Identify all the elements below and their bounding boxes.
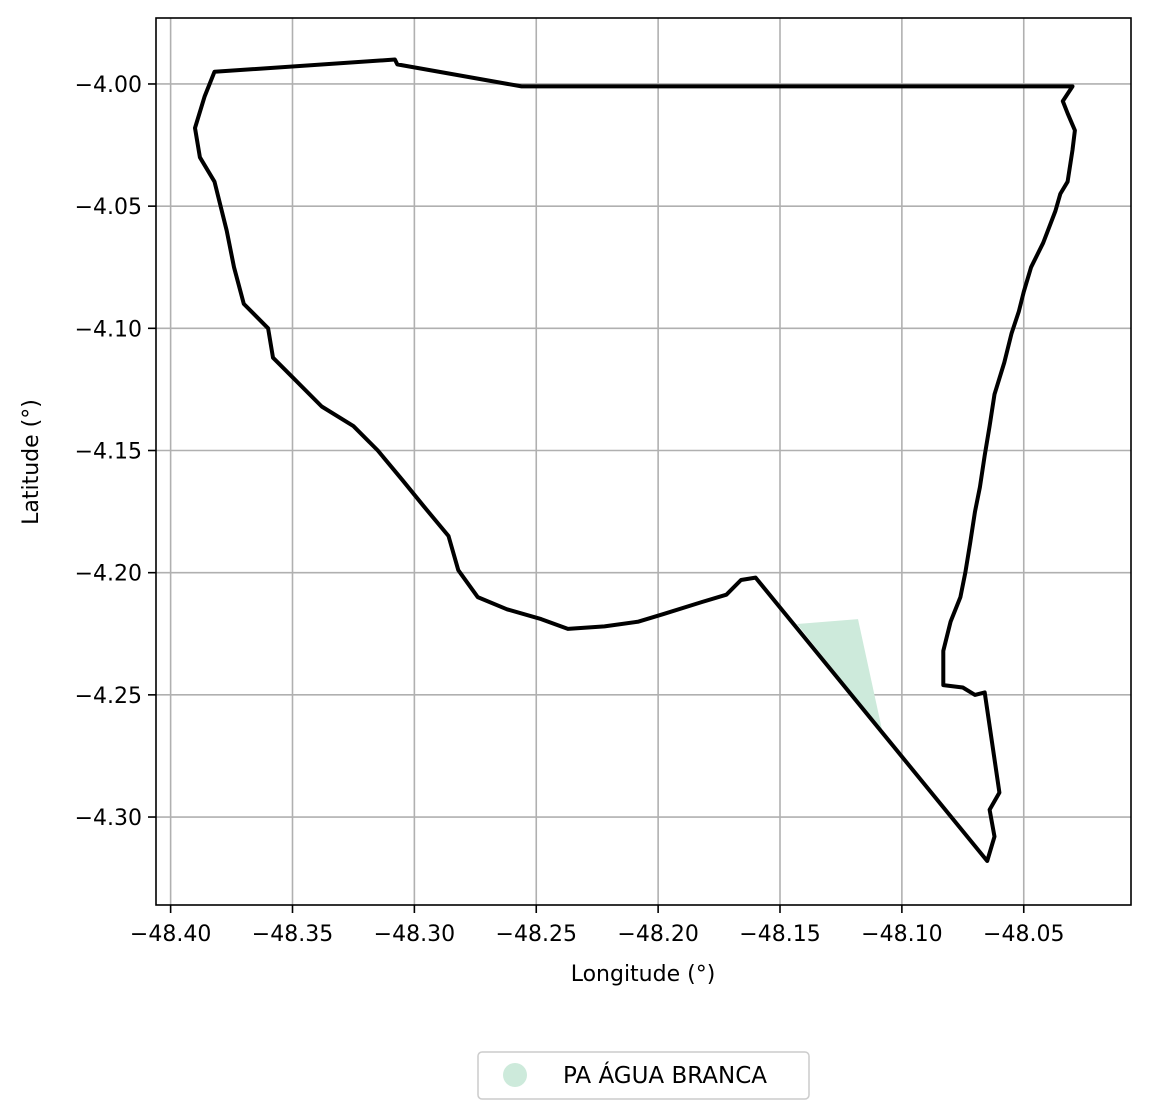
x-tick-label: −48.15	[739, 922, 820, 947]
x-tick-label: −48.40	[130, 922, 211, 947]
municipality-boundary	[193, 57, 1077, 863]
legend-marker-pa-agua-branca	[503, 1063, 527, 1087]
legend: PA ÁGUA BRANCA	[477, 1051, 810, 1100]
y-tick-label: −4.20	[75, 562, 142, 587]
y-tick-label: −4.00	[75, 73, 142, 98]
y-tick-label: −4.05	[75, 195, 142, 220]
x-tick-label: −48.35	[252, 922, 333, 947]
y-axis-label: Latitude (°)	[19, 399, 44, 525]
y-tick-label: −4.10	[75, 317, 142, 342]
y-tick-label: −4.30	[75, 806, 142, 831]
y-axis-ticks: −4.00 −4.05 −4.10 −4.15 −4.20 −4.25 −4.30	[75, 73, 156, 831]
y-tick-label: −4.15	[75, 440, 142, 465]
x-tick-label: −48.25	[496, 922, 577, 947]
legend-label-pa-agua-branca: PA ÁGUA BRANCA	[563, 1061, 767, 1089]
grid-lines	[156, 18, 1131, 905]
y-tick-label: −4.25	[75, 684, 142, 709]
x-axis-ticks: −48.40 −48.35 −48.30 −48.25 −48.20 −48.15 −48.…	[130, 905, 1064, 947]
legend-frame	[477, 1051, 810, 1100]
settlement-area-pa-agua-branca	[797, 619, 883, 732]
x-tick-label: −48.30	[374, 922, 455, 947]
x-tick-label: −48.10	[861, 922, 942, 947]
plot-frame	[155, 17, 1132, 906]
x-axis-label: Longitude (°)	[571, 962, 716, 987]
x-tick-label: −48.20	[617, 922, 698, 947]
x-tick-label: −48.05	[983, 922, 1064, 947]
